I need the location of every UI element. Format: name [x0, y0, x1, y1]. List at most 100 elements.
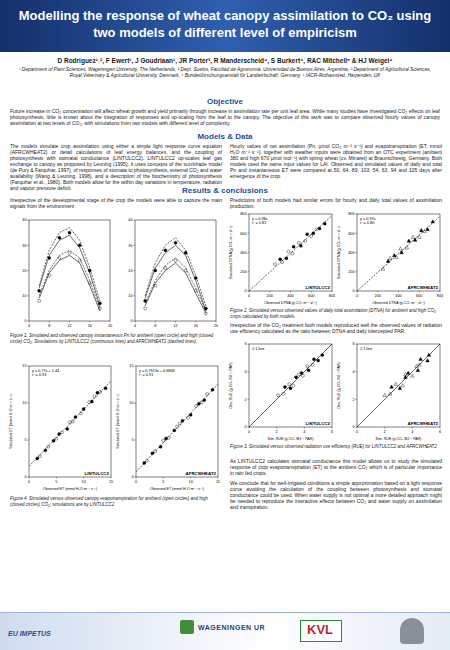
y-tick: [356, 344, 358, 345]
plot-area: [249, 216, 332, 291]
plot-frame: [29, 220, 110, 321]
x-tick: [89, 321, 90, 323]
data-point: [173, 429, 176, 432]
data-point: [301, 374, 304, 377]
annotation: r² = 0.93: [32, 373, 46, 377]
x-tick: [155, 321, 156, 323]
x-tick: [419, 291, 420, 293]
chart: 02460246Sim. RUE (g CO₂ MJ⁻¹ PAR)Obs. RU…: [336, 340, 444, 442]
figure-caption: Figure 2. Simulated versus observed valu…: [230, 308, 442, 319]
y-tick: [28, 477, 30, 478]
footer-logo-text: EU IMPETUS: [8, 630, 51, 637]
annotation: r² = 0.80: [360, 221, 374, 225]
y-tick-label: 2: [244, 398, 246, 402]
data-point: [306, 233, 309, 236]
series-line: [249, 344, 332, 427]
title: Modelling the response of wheat canopy a…: [12, 7, 438, 41]
x-axis-label: Observed ET (mmol H₂O m⁻² s⁻¹): [150, 487, 204, 491]
data-point: [426, 228, 430, 231]
y-tick-label: 2: [352, 398, 354, 402]
results-text: Irrespective of the CO₂ treatment both m…: [230, 322, 442, 334]
y-tick-label: 5: [24, 438, 26, 442]
series-line: [357, 344, 440, 427]
y-tick-label: 15: [129, 364, 133, 368]
section-heading: Results & conclusions: [0, 186, 450, 195]
y-tick-label: 10: [129, 401, 133, 405]
section-heading: Models & Data: [0, 132, 450, 141]
y-tick: [356, 214, 358, 215]
y-tick-label: 10: [128, 294, 132, 298]
section-heading: Objective: [0, 97, 450, 106]
data-point: [401, 384, 405, 387]
authors: D Rodriguez¹˒², F Ewert¹, J Goudriaan¹, …: [8, 57, 442, 65]
x-tick: [269, 291, 270, 293]
x-tick: [332, 291, 333, 293]
data-point: [66, 427, 69, 430]
x-tick: [83, 477, 84, 479]
x-tick-label: 8: [154, 324, 156, 328]
y-tick-label: 0: [24, 475, 26, 479]
x-tick: [440, 427, 441, 429]
x-tick-label: 0: [248, 294, 250, 298]
y-tick: [356, 291, 358, 292]
x-tick: [290, 291, 291, 293]
data-point: [406, 371, 410, 374]
y-tick-label: 600: [240, 232, 246, 236]
y-tick: [248, 271, 250, 272]
series-line: [39, 250, 100, 308]
x-tick-label: 5: [55, 480, 57, 484]
plot-area: [38, 228, 102, 311]
x-tick: [249, 427, 250, 429]
x-tick-label: 4: [134, 324, 136, 328]
y-tick: [248, 214, 250, 215]
poster: Modelling the response of wheat canopy a…: [0, 0, 450, 650]
data-point: [390, 385, 394, 388]
x-tick: [29, 477, 30, 479]
x-tick-label: 600: [308, 294, 314, 298]
data-point: [307, 369, 310, 372]
y-tick-label: 6: [244, 342, 246, 346]
chart: 051015051015Observed ET (mmol H₂O m⁻² s⁻…: [115, 362, 222, 492]
data-point: [145, 459, 148, 462]
x-tick: [190, 477, 191, 479]
figure-caption: Figure 1. Simulated and observed canopy …: [10, 333, 222, 344]
panel-label: AFRCWHEAT2: [186, 471, 217, 476]
series-line: [249, 216, 332, 291]
data-point: [317, 359, 320, 362]
results-text: Irrespective of the developmental stage …: [10, 197, 222, 209]
y-tick: [135, 403, 137, 404]
data-point: [426, 359, 430, 362]
x-tick: [440, 291, 441, 293]
figure-caption: Figure 4. Simulated versus observed cano…: [10, 496, 222, 507]
x-tick-label: 4: [28, 324, 30, 328]
x-axis-label: Sim. RUE (g CO₂ MJ⁻¹ PAR): [268, 437, 314, 441]
x-axis-label: Observed DTNA (g CO₂ m⁻² d⁻¹): [264, 301, 317, 305]
data-point: [420, 228, 424, 231]
x-tick: [216, 321, 217, 323]
plot-area: [249, 344, 332, 427]
x-tick: [276, 427, 277, 429]
y-tick: [28, 270, 30, 271]
data-point: [419, 357, 423, 360]
chart: 02004006008000200400600800Observed DTNA …: [336, 210, 444, 306]
y-tick: [135, 366, 137, 367]
y-tick: [134, 245, 136, 246]
y-tick: [28, 295, 30, 296]
figure-caption: Figure 3. Simulated versus observed radi…: [230, 444, 442, 450]
y-tick-label: 0: [24, 319, 26, 323]
logo-crest: [400, 618, 424, 644]
series-line: [29, 381, 111, 467]
plot-area: [357, 344, 440, 427]
data-point: [283, 385, 286, 388]
y-tick: [134, 295, 136, 296]
data-point: [206, 393, 209, 396]
data-point: [398, 386, 402, 389]
data-point: [68, 251, 71, 254]
x-tick: [29, 321, 30, 323]
models-text: The models simulate crop assimilation us…: [10, 143, 222, 191]
y-tick-label: 5: [131, 438, 133, 442]
data-point: [291, 252, 294, 255]
y-tick-label: 0: [130, 319, 132, 323]
y-tick: [356, 252, 358, 253]
x-tick-label: 800: [437, 294, 443, 298]
